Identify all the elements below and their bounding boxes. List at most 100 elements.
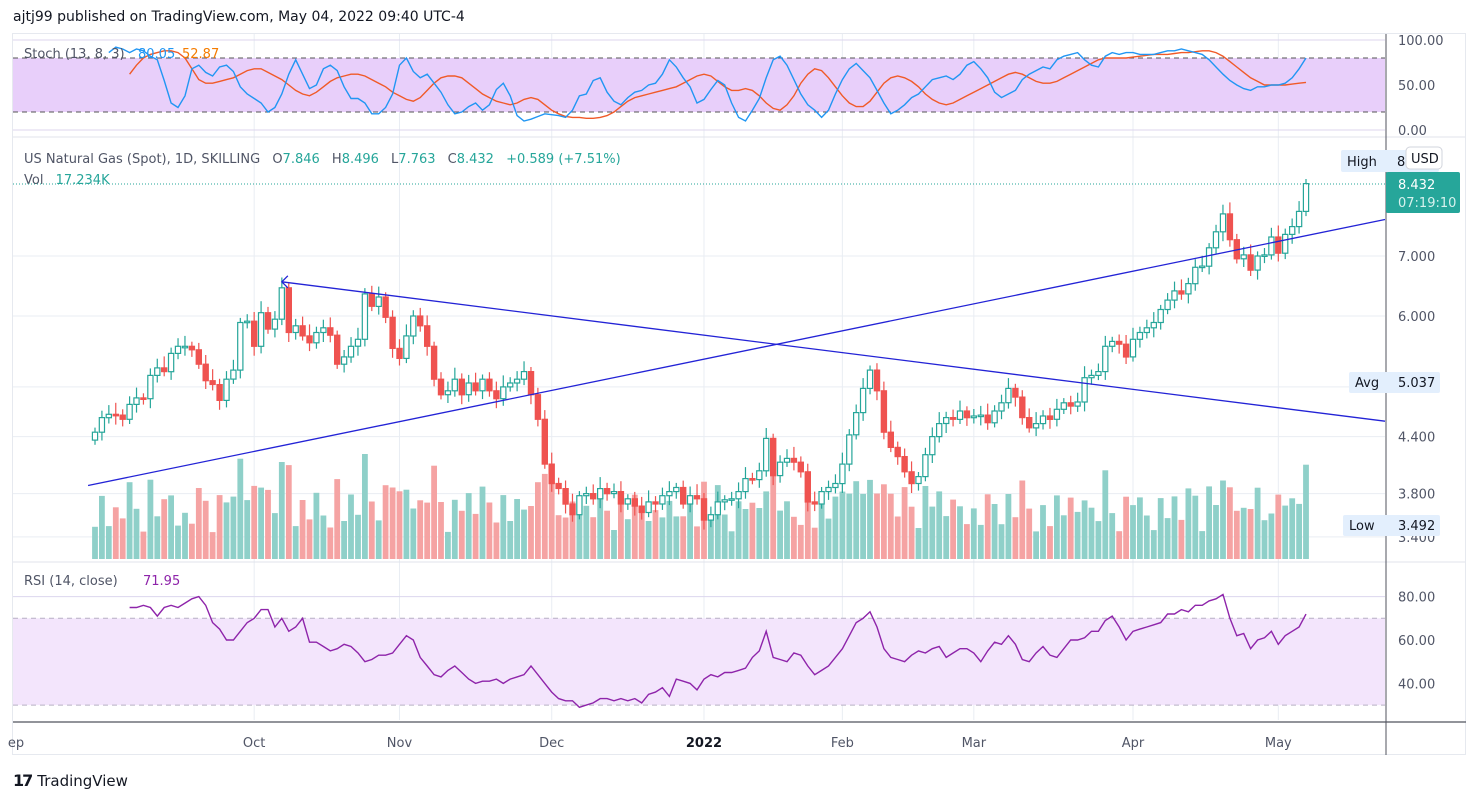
volume-bar	[244, 500, 251, 559]
tradingview-logo[interactable]: 17 TradingView	[13, 771, 128, 790]
volume-bar	[216, 495, 223, 559]
volume-bar	[445, 531, 451, 559]
candle-body	[112, 413, 119, 417]
candle-body	[375, 296, 382, 307]
volume-bar	[652, 510, 659, 559]
candle-body	[458, 378, 466, 396]
candle-body	[1115, 340, 1123, 345]
volume-bar	[1233, 510, 1240, 559]
candle-body	[666, 491, 673, 497]
volume-bar	[1185, 488, 1192, 559]
volume-bar	[458, 510, 465, 559]
volume-bar	[991, 504, 998, 559]
candle-body	[126, 403, 133, 420]
candle-body	[1268, 236, 1275, 256]
candle-body	[1261, 254, 1268, 257]
candle-body	[693, 495, 701, 500]
candle-body	[721, 499, 728, 503]
volume-bar	[389, 487, 396, 559]
volume-bar	[818, 492, 825, 559]
low-label: L	[391, 152, 399, 167]
candle-body	[257, 312, 265, 347]
candle-body	[292, 325, 299, 334]
candle-body	[105, 413, 112, 419]
volume-bar	[950, 499, 956, 559]
candle-body	[389, 316, 396, 349]
candle-body	[327, 327, 334, 336]
candle-body	[486, 378, 493, 392]
volume-bar	[424, 502, 431, 559]
candle-body	[1226, 213, 1234, 241]
volume-bar	[881, 484, 887, 559]
volume-bar	[493, 522, 500, 559]
volume-bar	[756, 508, 763, 559]
volume-bar	[451, 499, 458, 559]
volume-bar	[334, 479, 341, 559]
candle-body	[167, 352, 175, 373]
volume-bar	[721, 514, 728, 559]
candle-body	[361, 293, 369, 340]
volume-bar	[105, 526, 112, 559]
volume-bar	[811, 527, 818, 559]
volume-bar	[1171, 496, 1178, 559]
volume-bar	[784, 501, 790, 559]
rsi-lines	[13, 593, 1385, 709]
candle-body	[216, 384, 223, 402]
volume-bar	[1026, 508, 1033, 559]
volume-bar	[431, 465, 437, 559]
candle-body	[1205, 247, 1213, 267]
volume-bar	[1109, 513, 1116, 559]
candle-body	[929, 436, 936, 456]
candle-body	[1136, 331, 1144, 340]
volume-bar	[161, 499, 168, 559]
candle-body	[479, 378, 486, 392]
volume-bar	[929, 506, 936, 559]
volume-bar	[126, 482, 133, 559]
candle-body	[174, 345, 182, 354]
volume-bar	[541, 473, 548, 559]
candle-body	[181, 345, 189, 349]
volume-bar	[590, 517, 597, 559]
volume-bar	[922, 486, 929, 559]
candle-body	[624, 498, 632, 505]
candle-body	[659, 495, 666, 505]
candle-body	[610, 491, 618, 495]
candle-body	[1088, 374, 1095, 379]
candle-body	[1081, 377, 1088, 403]
candle-body	[534, 394, 542, 420]
candle-body	[548, 463, 555, 485]
candle-body	[244, 320, 251, 324]
volume-bar	[272, 513, 278, 559]
candle-body	[797, 461, 805, 473]
trendline-arrow-icon	[280, 275, 289, 289]
candle-body	[195, 349, 202, 365]
volume-bar	[1143, 515, 1150, 559]
volume-bar	[901, 487, 908, 559]
tradingview-logo-icon: 17	[13, 771, 33, 790]
currency-button[interactable]: USD	[1405, 146, 1443, 170]
candle-body	[313, 331, 320, 344]
candle-body	[1005, 387, 1012, 404]
candle-body	[866, 369, 874, 390]
candle-body	[354, 338, 362, 347]
volume-bar	[714, 485, 721, 559]
volume-bar	[119, 518, 126, 559]
candle-body	[1025, 417, 1033, 429]
volume-bar	[355, 514, 361, 559]
candle-body	[1012, 387, 1019, 398]
volume-bar	[853, 481, 860, 559]
volume-bar	[1095, 521, 1102, 559]
volume-bar	[410, 508, 417, 559]
price-tick-label: 4.400	[1398, 431, 1435, 446]
candle-body	[223, 378, 230, 402]
candle-body	[347, 345, 355, 358]
volume-bar	[465, 493, 472, 559]
volume-bar	[694, 526, 700, 559]
volume-bar	[936, 491, 943, 559]
trendlines	[87, 218, 1386, 487]
volume-bar	[133, 508, 140, 559]
volume-bar	[735, 501, 742, 559]
candle-body	[424, 325, 431, 347]
volume-bar	[306, 519, 313, 559]
